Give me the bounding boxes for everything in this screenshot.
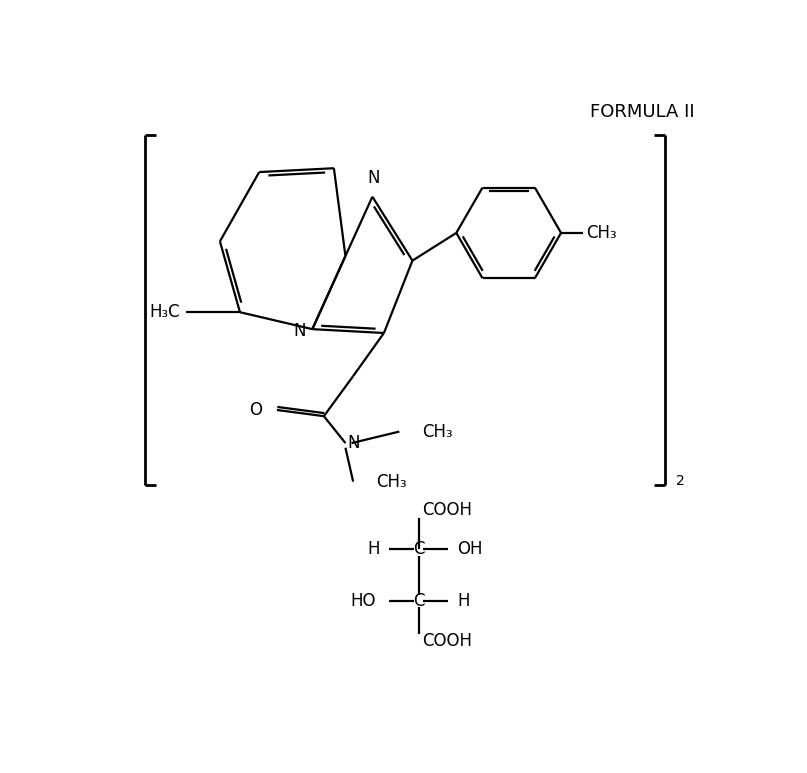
Text: C: C [413, 592, 424, 610]
Text: COOH: COOH [422, 632, 472, 650]
Text: H: H [368, 540, 380, 558]
Text: H₃C: H₃C [149, 303, 180, 322]
Text: 2: 2 [675, 474, 684, 488]
Text: CH₃: CH₃ [586, 224, 617, 242]
Text: FORMULA II: FORMULA II [590, 103, 694, 121]
Text: CH₃: CH₃ [376, 472, 407, 491]
Text: N: N [294, 322, 306, 340]
Text: N: N [347, 434, 359, 452]
Text: HO: HO [350, 592, 375, 610]
Text: O: O [249, 401, 262, 419]
Text: COOH: COOH [422, 501, 472, 519]
Text: H: H [457, 592, 470, 610]
Text: C: C [413, 540, 424, 558]
Text: N: N [368, 169, 380, 188]
Text: CH₃: CH₃ [422, 423, 453, 441]
Text: OH: OH [457, 540, 483, 558]
